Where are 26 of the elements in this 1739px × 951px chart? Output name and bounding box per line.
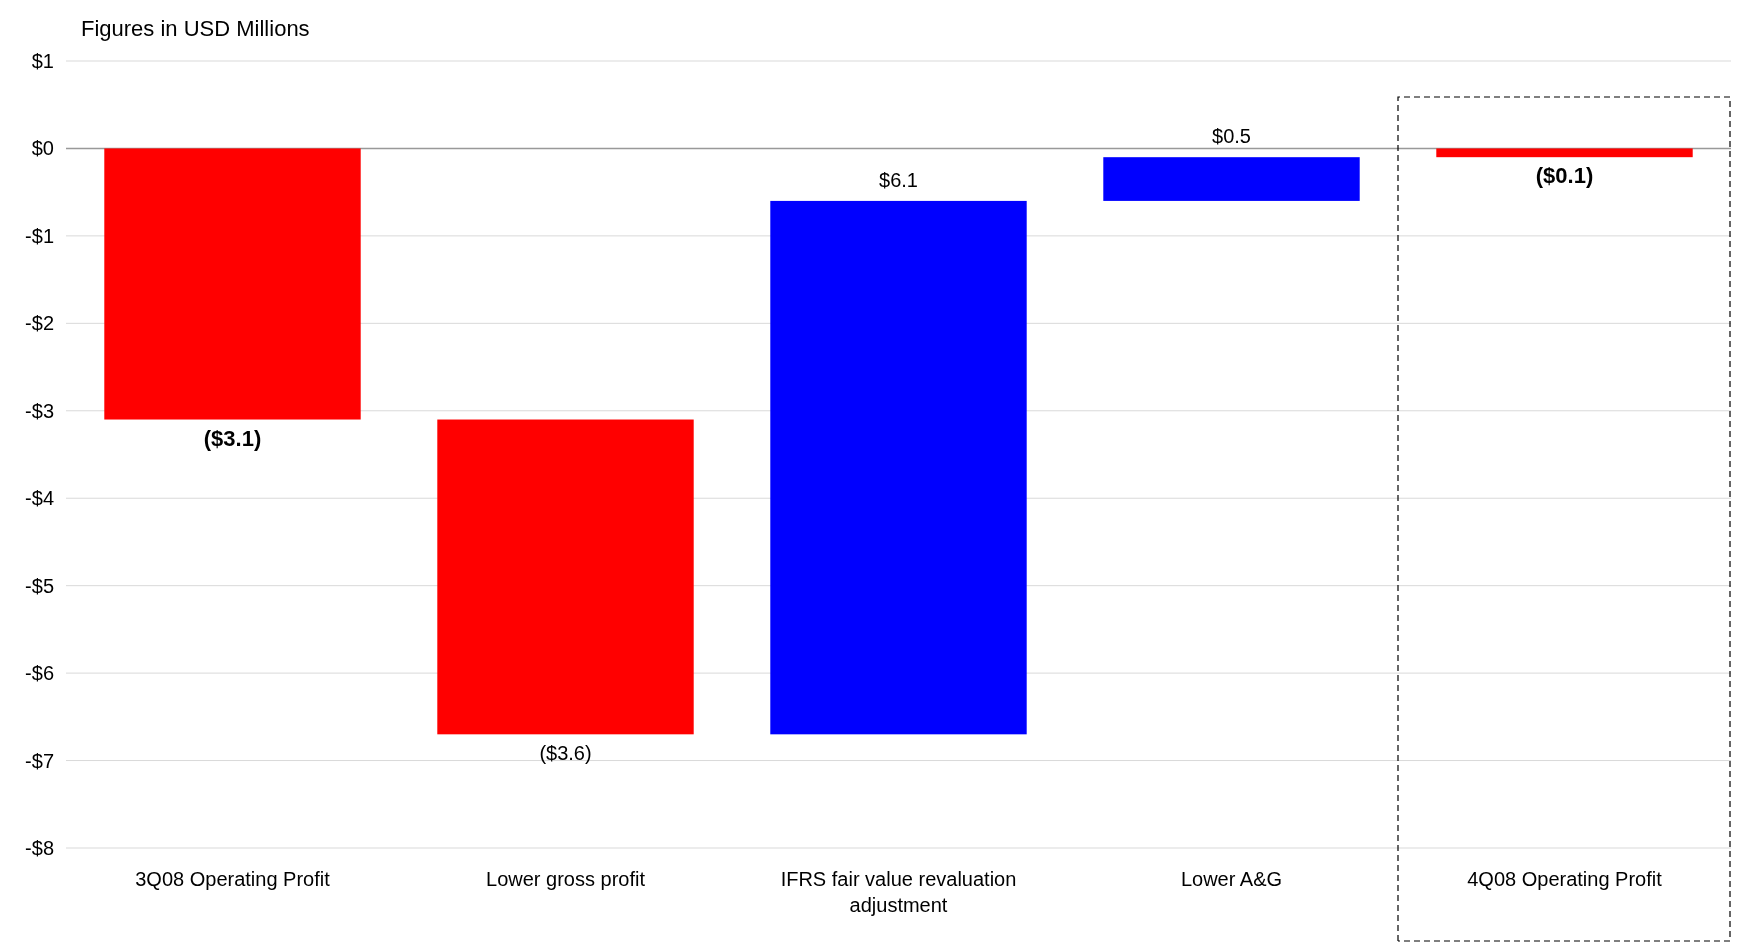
- y-tick-label: -$8: [25, 837, 54, 859]
- x-tick-label: Lower A&G: [1180, 868, 1283, 890]
- data-label: $0.5: [1212, 125, 1251, 148]
- y-tick-label: -$1: [25, 224, 54, 247]
- y-tick-label: -$4: [25, 487, 54, 510]
- chart-title: Figures in USD Millions: [81, 16, 310, 41]
- bar: [1103, 157, 1360, 201]
- x-tick-label: 4Q08 Operating Profit: [1467, 868, 1663, 890]
- x-tick-label: IFRS fair value revaluation adjustment: [780, 868, 1017, 916]
- data-label: ($0.1): [1535, 163, 1594, 189]
- data-label: ($3.6): [539, 742, 592, 765]
- y-tick-label: -$5: [25, 574, 54, 597]
- data-label: $6.1: [879, 168, 918, 191]
- y-tick-label: $1: [31, 50, 54, 72]
- y-tick-label: -$7: [25, 749, 54, 772]
- data-label: ($3.1): [203, 425, 262, 451]
- bar: [437, 419, 694, 735]
- y-tick-label: -$6: [25, 662, 54, 685]
- bar: [1436, 148, 1693, 158]
- y-tick-label: $0: [31, 137, 54, 160]
- y-tick-label: -$2: [25, 312, 54, 335]
- y-tick-label: -$3: [25, 399, 54, 422]
- x-tick-label: 3Q08 Operating Profit: [135, 868, 331, 890]
- bar: [104, 148, 361, 420]
- bar: [770, 200, 1027, 735]
- x-tick-label: Lower gross profit: [486, 868, 646, 890]
